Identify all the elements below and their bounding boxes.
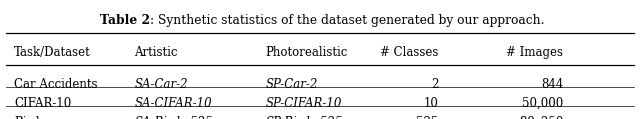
Text: 50,000: 50,000 [522,97,563,110]
Text: 844: 844 [541,78,563,91]
Text: 10: 10 [424,97,438,110]
Text: 89, 250: 89, 250 [520,116,563,119]
Text: : Synthetic statistics of the dataset generated by our approach.: : Synthetic statistics of the dataset ge… [150,14,545,27]
Text: Photorealistic: Photorealistic [266,46,348,59]
Text: SA-Car-2: SA-Car-2 [134,78,188,91]
Text: # Classes: # Classes [380,46,438,59]
Text: SA-Birds-525: SA-Birds-525 [134,116,213,119]
Text: 525: 525 [416,116,438,119]
Text: Task/Dataset: Task/Dataset [14,46,91,59]
Text: SP-Car-2: SP-Car-2 [266,78,318,91]
Text: 2: 2 [431,78,438,91]
Text: # Images: # Images [506,46,563,59]
Text: SA-CIFAR-10: SA-CIFAR-10 [134,97,212,110]
Text: Table 2: Table 2 [100,14,150,27]
Text: SP-CIFAR-10: SP-CIFAR-10 [266,97,342,110]
Text: Artistic: Artistic [134,46,178,59]
Text: Car Accidents: Car Accidents [14,78,97,91]
Text: Birds: Birds [14,116,45,119]
Text: SP-Birds-525: SP-Birds-525 [266,116,343,119]
Text: CIFAR-10: CIFAR-10 [14,97,71,110]
